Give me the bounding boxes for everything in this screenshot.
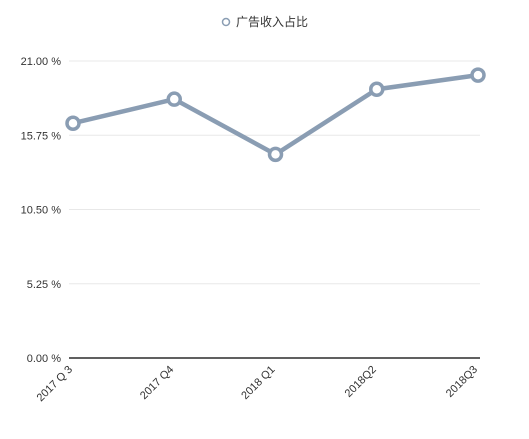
x-tick-label: 2017 Q 3 [35,364,75,404]
x-tick-label: 2018Q2 [343,364,379,400]
legend[interactable]: 广告收入占比 [221,14,309,29]
legend-label: 广告收入占比 [236,14,308,29]
y-tick-label: 0.00 % [27,353,61,365]
y-tick-label: 10.50 % [21,205,62,217]
x-axis-ticks: 2017 Q 3 2017 Q4 2018 Q1 2018Q2 2018Q3 [35,364,480,404]
y-tick-label: 5.25 % [27,279,61,291]
series-line [70,72,481,157]
series-group [65,67,486,163]
data-point[interactable] [166,91,182,107]
x-tick-label: 2018 Q1 [239,364,277,402]
legend-marker [221,17,231,27]
y-axis-ticks: 0.00 % 5.25 % 10.50 % 15.75 % 21.00 % [21,56,62,365]
x-tick-label: 2017 Q4 [138,364,176,402]
data-point[interactable] [470,67,486,83]
gridlines [69,60,480,285]
y-tick-label: 15.75 % [21,130,62,142]
x-tick-label: 2018Q3 [444,364,480,400]
y-tick-label: 21.00 % [21,56,62,68]
data-point[interactable] [65,115,81,131]
data-point[interactable] [267,146,284,163]
data-point[interactable] [369,81,385,98]
